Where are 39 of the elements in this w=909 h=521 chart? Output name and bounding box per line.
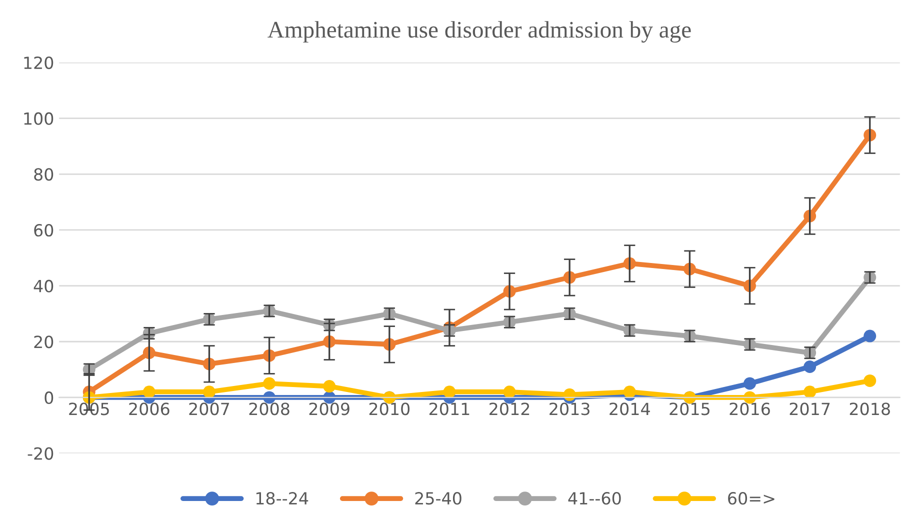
- x-tick-label: 2018: [850, 402, 890, 416]
- point: [744, 377, 756, 390]
- x-tick-label: 2011: [429, 402, 470, 416]
- x-tick-label: 2007: [189, 402, 230, 416]
- y-tick-label: 40: [34, 280, 54, 292]
- x-tick-label: 2006: [129, 402, 170, 416]
- point: [623, 386, 636, 398]
- point: [142, 386, 156, 398]
- y-tick-label: -20: [28, 447, 54, 460]
- legend-label: 18--24: [256, 492, 308, 505]
- x-tick-label: 2013: [550, 402, 590, 416]
- y-tick-label: 0: [44, 391, 54, 404]
- x-tick-label: 2009: [309, 402, 350, 416]
- legend-label: 60=>: [728, 492, 774, 505]
- x-tick-label: 2008: [249, 402, 290, 416]
- point: [864, 374, 876, 387]
- legend-label: 25-40: [415, 492, 462, 505]
- point: [864, 330, 876, 342]
- y-tick-label: 20: [34, 336, 54, 348]
- point: [503, 386, 516, 398]
- point: [804, 360, 816, 373]
- point: [323, 380, 336, 393]
- chart-title: Amphetamine use disorder admission by age: [268, 21, 691, 43]
- y-tick-label: 120: [24, 56, 54, 70]
- y-tick-label: 60: [34, 224, 54, 237]
- point: [202, 386, 216, 398]
- y-tick-label: 80: [34, 168, 54, 181]
- x-tick-label: 2016: [730, 402, 770, 416]
- x-tick-label: 2005: [69, 402, 109, 416]
- legend-label: 41--60: [568, 492, 621, 505]
- x-tick-label: 2010: [369, 402, 410, 416]
- x-tick-label: 2012: [490, 402, 530, 416]
- point: [443, 386, 456, 398]
- point: [804, 386, 816, 398]
- point: [263, 377, 276, 390]
- x-tick-label: 2017: [790, 402, 830, 416]
- x-tick-label: 2015: [670, 402, 710, 416]
- y-tick-label: 100: [24, 112, 54, 125]
- x-tick-label: 2014: [610, 402, 650, 416]
